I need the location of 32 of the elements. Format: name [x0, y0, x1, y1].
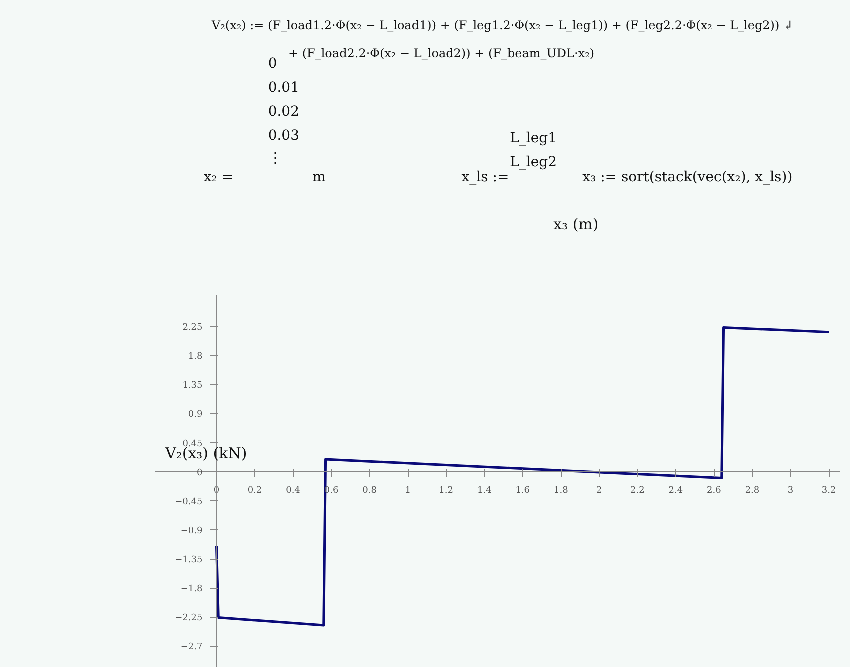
- y-tick-label: −2.25: [175, 614, 204, 624]
- y-tick-label: −1.35: [175, 556, 204, 566]
- y-tick-label: 1.35: [182, 381, 204, 392]
- y-tick-label: −0.45: [175, 497, 204, 508]
- y-tick-label: −2.7: [180, 642, 204, 653]
- y-tick-label: −0.9: [180, 526, 204, 536]
- text: x₃ := sort(stack(vec(x₂), x_ls)): [582, 170, 793, 186]
- x-tick-label: 0.8: [362, 486, 378, 496]
- x-tick-label: 3: [788, 486, 794, 496]
- text: V₂(x₂) := (F_load1.2·Φ(x₂ − L_load1)) + (F_leg1.2·Φ(x₂ − L_leg1)) + (F_leg2.2·Φ(x₂ − L_leg2)) ↲: [210, 18, 794, 32]
- x-tick-label: 2.6: [707, 486, 722, 496]
- x-tick-label: 1.2: [439, 486, 454, 496]
- text: m: [312, 170, 326, 186]
- y-tick-label: 0.9: [188, 410, 204, 420]
- x-axis-title: x₃ (m): [554, 216, 599, 234]
- x-tick-label: 0.2: [248, 486, 262, 496]
- y-tick-label: −1.8: [180, 584, 204, 595]
- y-tick-label: 2.25: [182, 323, 204, 333]
- x-tick-label: 0.4: [286, 486, 301, 496]
- x-tick-label: 2.8: [745, 486, 760, 496]
- text: L_leg1 L_leg2: [510, 130, 558, 170]
- text: x_ls :=: [462, 170, 510, 186]
- x-tick-label: 1.6: [516, 486, 530, 496]
- x-tick-label: 3.2: [822, 486, 836, 496]
- x-tick-label: 1.8: [554, 486, 569, 496]
- x-tick-label: 2: [596, 486, 602, 496]
- x-tick-label: 1.4: [477, 486, 492, 496]
- x-tick-label: 2.2: [630, 486, 645, 496]
- text: x₂ =: [204, 170, 234, 186]
- x-tick-label: 1: [405, 486, 411, 496]
- y-tick-label: 1.8: [188, 352, 204, 362]
- x-tick-label: 2.4: [668, 486, 684, 496]
